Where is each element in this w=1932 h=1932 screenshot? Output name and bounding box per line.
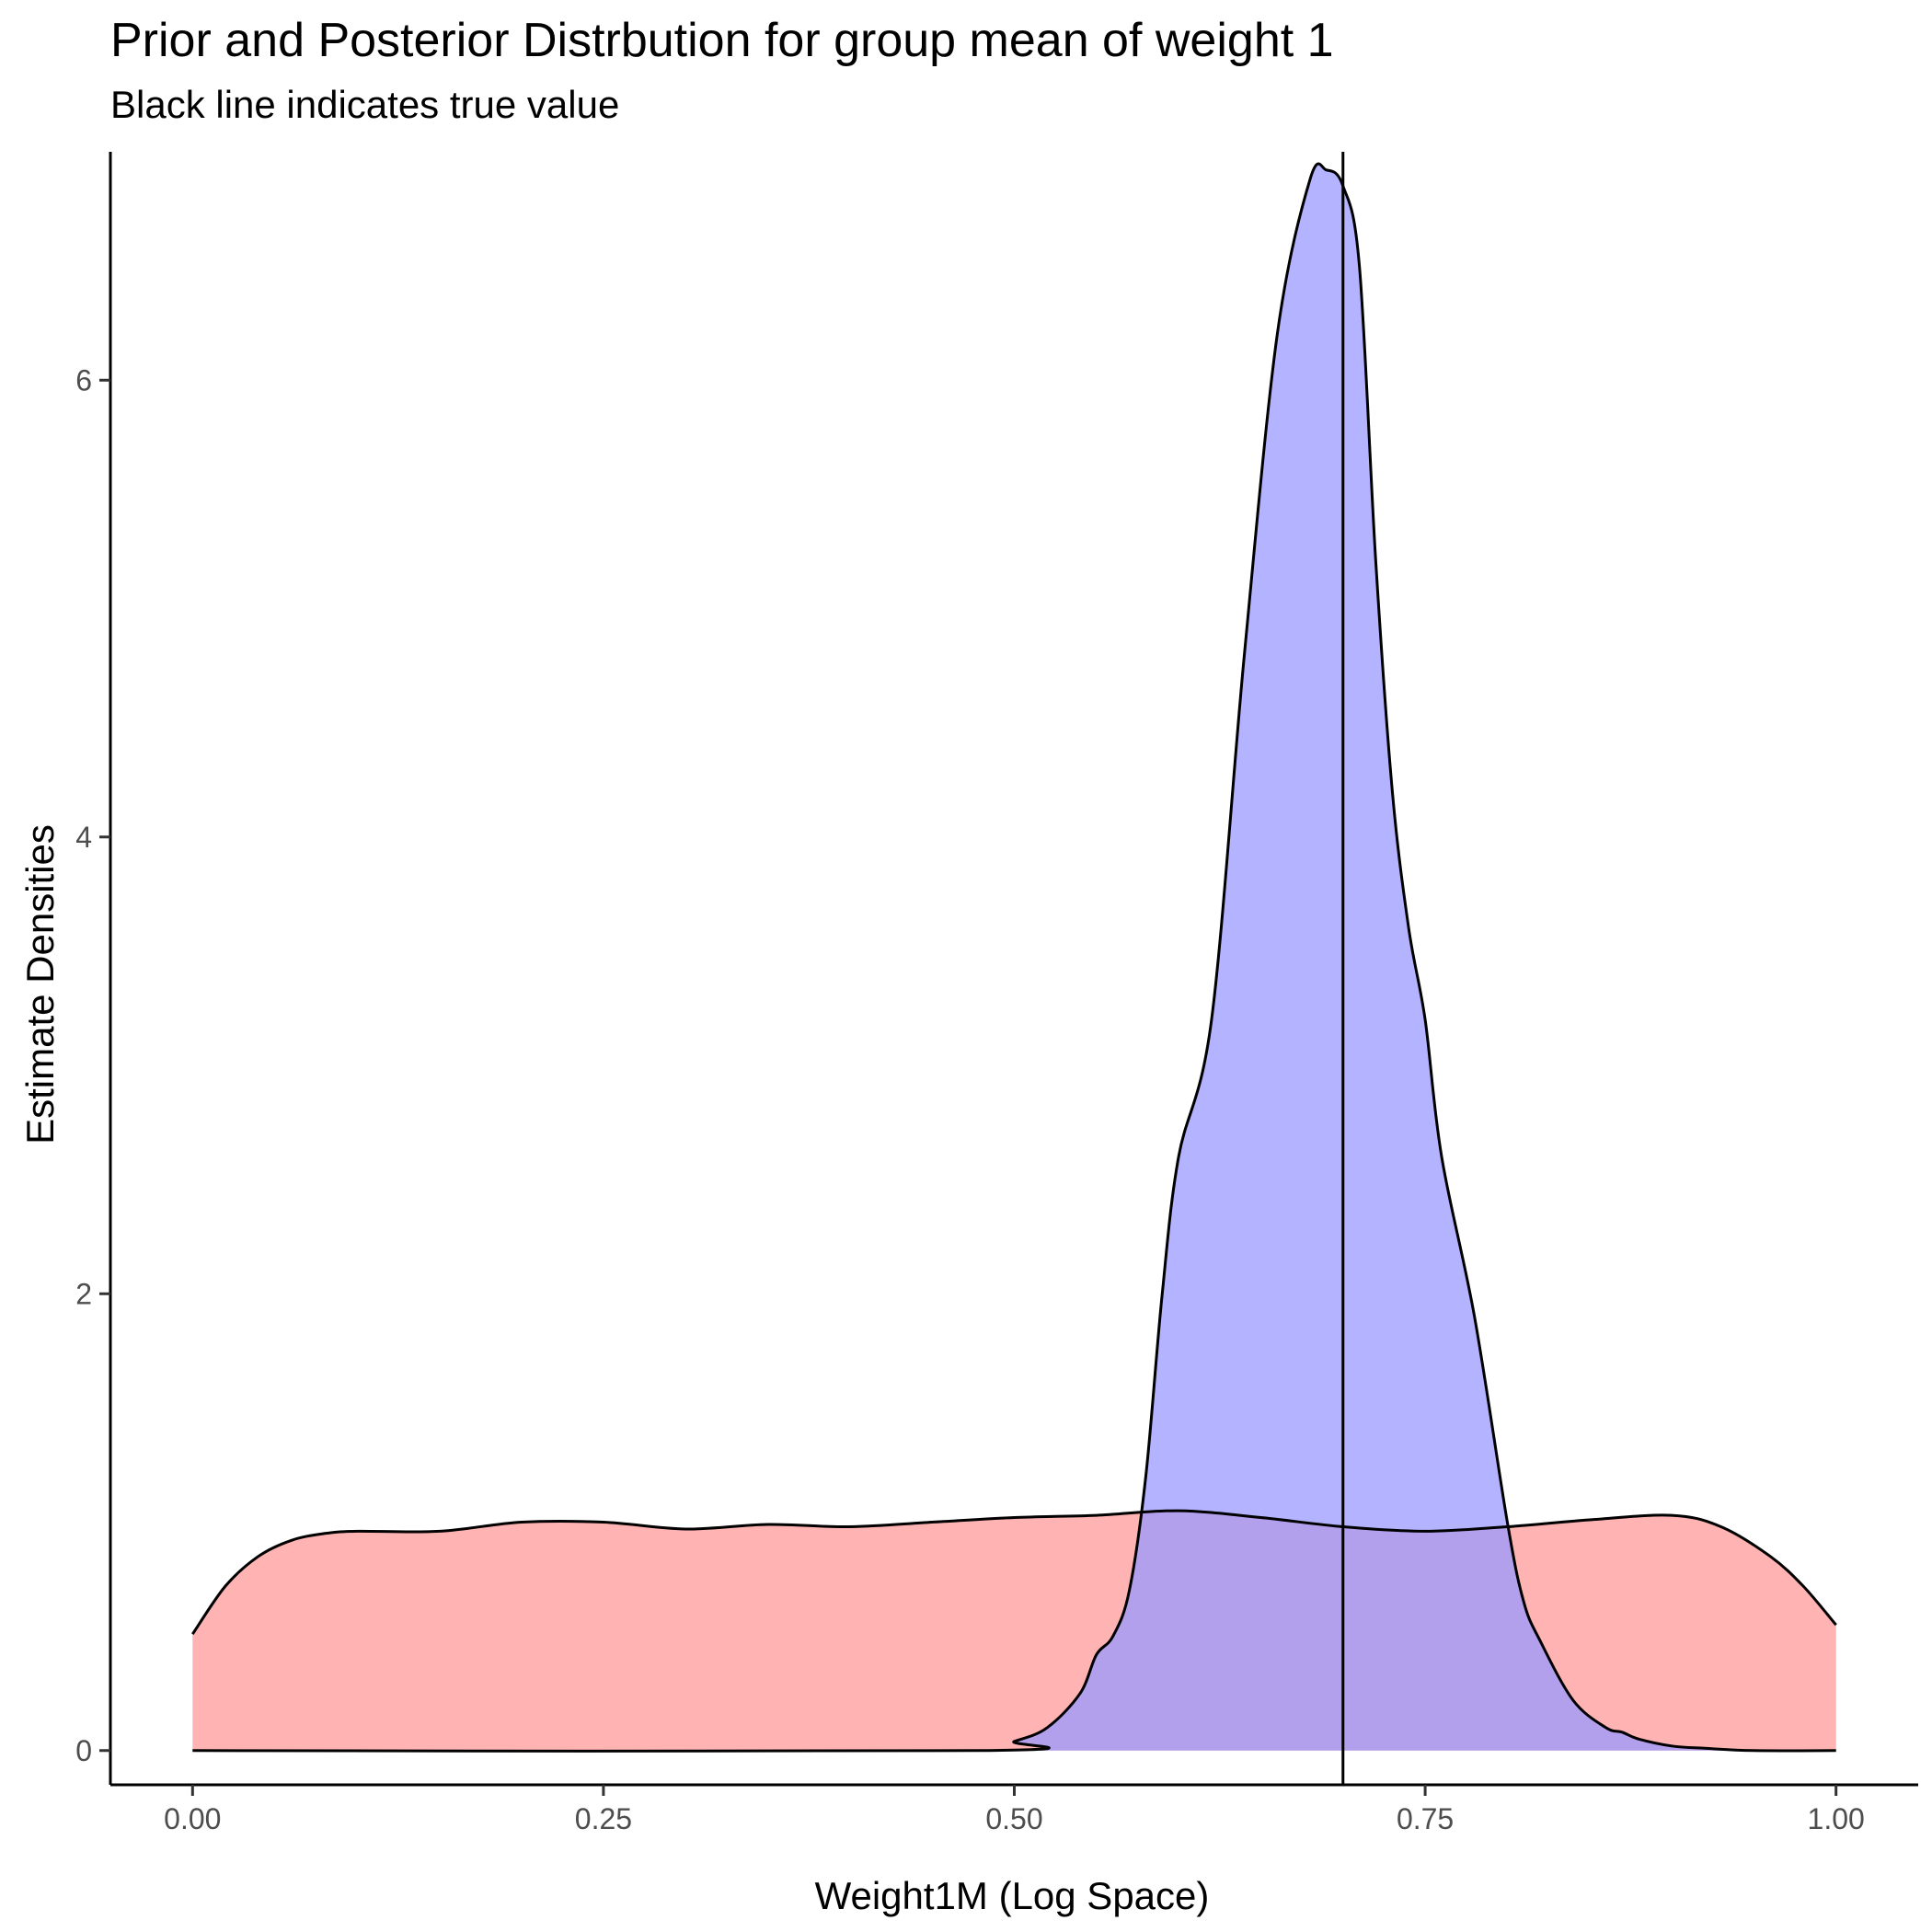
- y-tick-label: 0: [75, 1734, 92, 1767]
- x-tick-label: 0.50: [985, 1802, 1042, 1835]
- y-axis-title: Estimate Densities: [18, 824, 62, 1144]
- prior-density-area: [192, 1511, 1836, 1751]
- y-axis-ticks: 0 2 4 6: [75, 363, 110, 1767]
- prior-density-outline: [191, 1509, 1837, 1636]
- chart-subtitle: Black line indicates true value: [110, 83, 620, 126]
- x-tick-label: 0.75: [1397, 1802, 1454, 1835]
- y-tick-label: 4: [75, 821, 92, 854]
- density-series-layer: [191, 162, 1837, 1754]
- chart-title: Prior and Posterior Distrbution for grou…: [110, 14, 1334, 67]
- posterior-density-outline: [192, 162, 1836, 1754]
- x-tick-label: 0.25: [575, 1802, 632, 1835]
- x-tick-label: 0.00: [164, 1802, 221, 1835]
- x-tick-label: 1.00: [1808, 1802, 1865, 1835]
- posterior-density-area: [192, 163, 1836, 1752]
- x-axis-title: Weight1M (Log Space): [815, 1874, 1210, 1917]
- x-axis-ticks: 0.00 0.25 0.50 0.75 1.00: [164, 1785, 1865, 1835]
- y-tick-label: 2: [75, 1277, 92, 1310]
- y-tick-label: 6: [75, 363, 92, 397]
